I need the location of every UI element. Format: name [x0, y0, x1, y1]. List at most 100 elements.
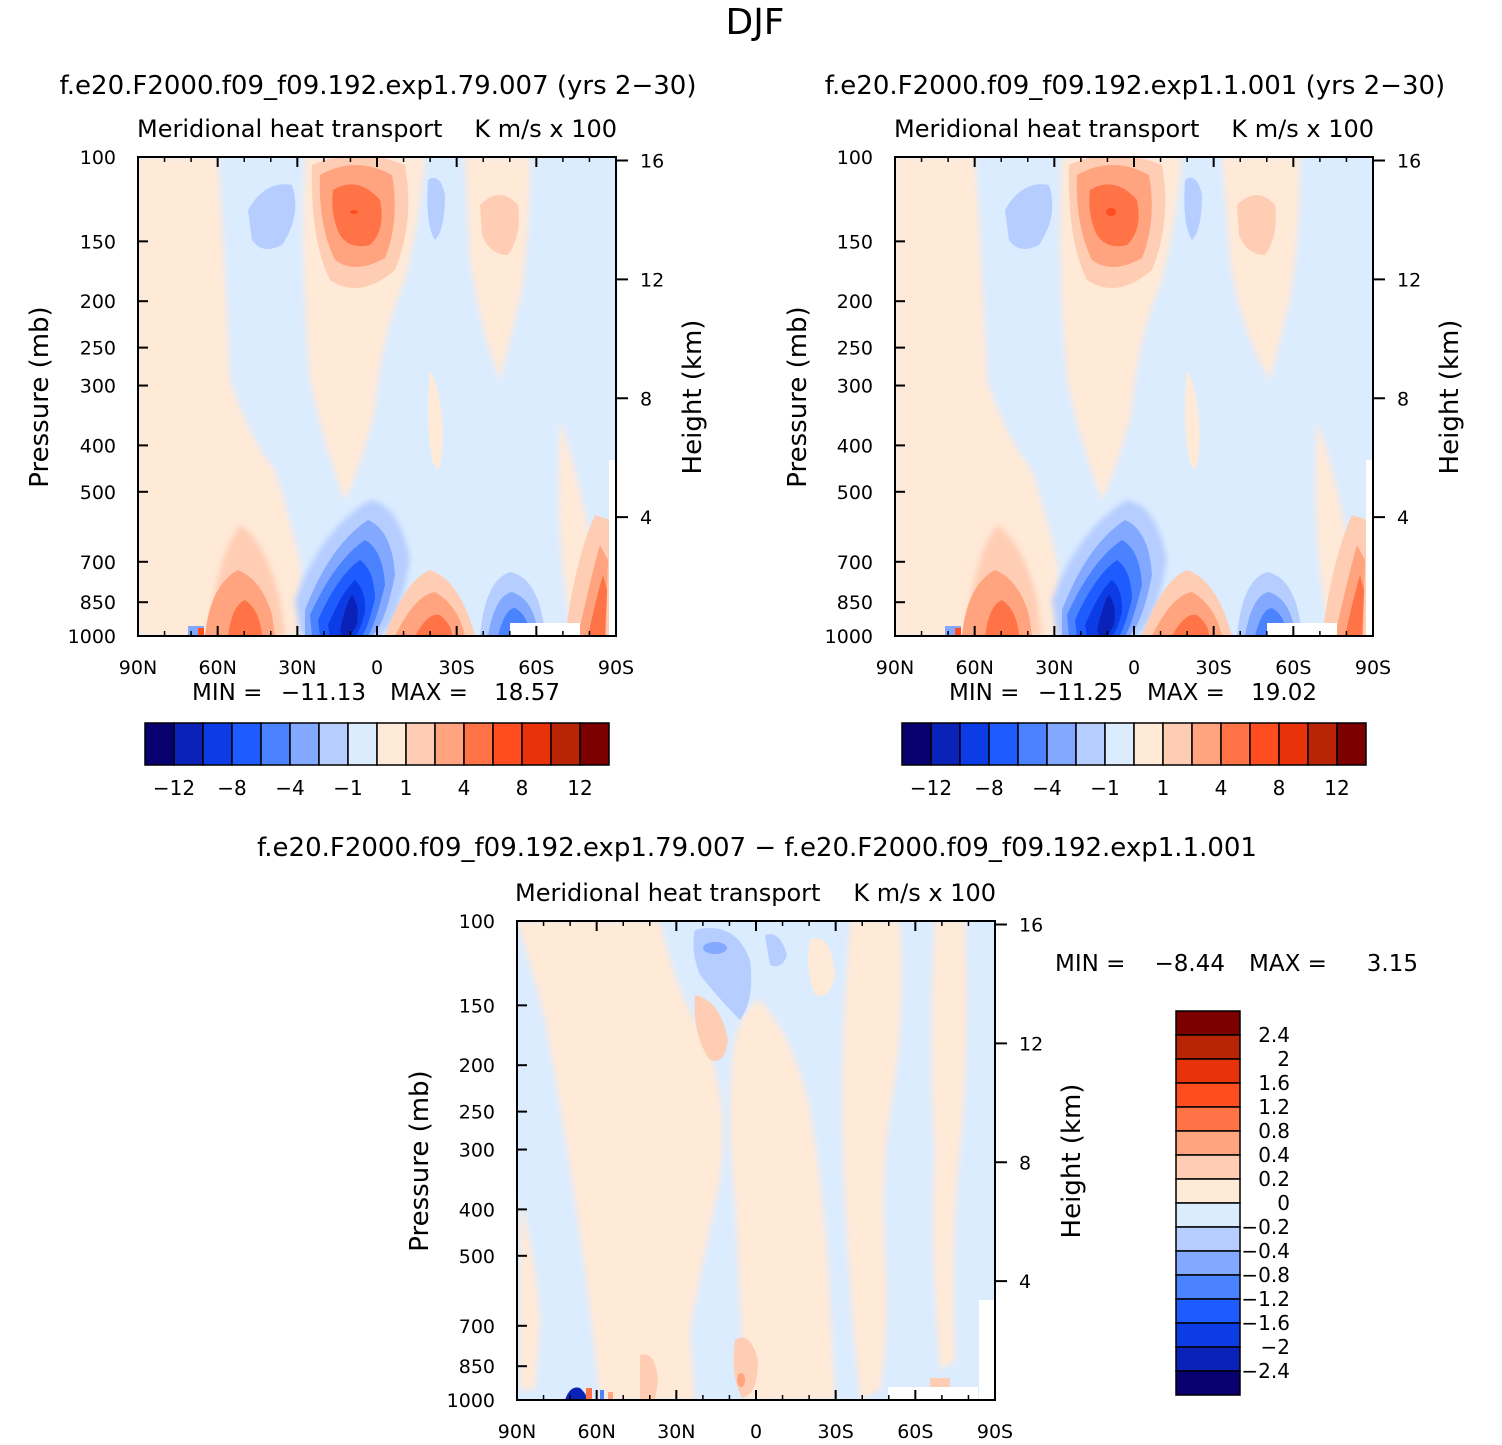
panel-a-x-tick-label: 60S — [518, 657, 554, 679]
panel-c-colorbar: 2.421.61.20.80.40.20−0.2−0.4−0.8−1.2−1.6… — [1175, 1010, 1290, 1396]
panel-a-colorbar-label: 8 — [516, 776, 529, 800]
panel-a-colorbar-label: −4 — [275, 776, 304, 800]
panel-b-right-title: K m/s x 100 — [1231, 115, 1374, 143]
panel-a-x-tick-label: 60N — [198, 657, 236, 679]
panel-a-p-tick-label: 100 — [80, 147, 116, 169]
panel-c-min-value: −8.44 — [1155, 951, 1225, 977]
panel-a-axes: 90N 60N 30N 0 30S 60S 90S 100 150 200 250 300 400 500… — [68, 147, 665, 679]
panel-b-max-label: MAX = — [1147, 680, 1225, 706]
panel-a-colorbar-label: −8 — [217, 776, 246, 800]
panel-b-left-title: Meridional heat transport — [894, 115, 1199, 143]
panel-b-colorbar-label: −12 — [910, 776, 952, 800]
panel-c-p-tick-label: 500 — [459, 1246, 495, 1268]
panel-c-p-tick-label: 150 — [459, 995, 495, 1017]
panel-b-colorbar-swatch — [988, 722, 1019, 766]
panel-c-x-tick-label: 60S — [897, 1421, 933, 1443]
panel-a-colorbar-swatch — [231, 722, 262, 766]
panel-b-x-tick-label: 90S — [1355, 657, 1391, 679]
panel-c-left-title: Meridional heat transport — [515, 879, 820, 907]
panel-c-colorbar-label: −0.2 — [1241, 1215, 1290, 1239]
panel-a-colorbar-label: 1 — [400, 776, 413, 800]
panel-a-colorbar-swatch — [202, 722, 233, 766]
panel-c-p-tick-label: 700 — [459, 1316, 495, 1338]
panel-c-z-tick-label: 8 — [1019, 1152, 1031, 1174]
panel-c-colorbar-swatch — [1175, 1178, 1241, 1204]
panel-a-z-tick-label: 16 — [640, 151, 664, 173]
panel-a-colorbar-label: 4 — [458, 776, 471, 800]
panel-b-colorbar-swatch — [1307, 722, 1338, 766]
panel-b-z-tick-label: 16 — [1397, 151, 1421, 173]
panel-b-p-tick-label: 500 — [837, 482, 873, 504]
panel-c-x-tick-label: 90N — [498, 1421, 536, 1443]
panel-a-colorbar-swatch — [492, 722, 523, 766]
panel-c-y-label: Pressure (mb) — [405, 1070, 435, 1251]
panel-a: f.e20.F2000.f09_f09.192.exp1.79.007 (yrs… — [25, 71, 708, 800]
panel-b-colorbar-label: −8 — [974, 776, 1003, 800]
panel-b-p-tick-label: 250 — [837, 338, 873, 360]
panel-b-min-label: MIN = — [949, 680, 1019, 706]
panel-c-colorbar-swatch — [1175, 1322, 1241, 1348]
panel-a-p-tick-label: 1000 — [68, 626, 116, 648]
panel-c-z-tick-label: 12 — [1019, 1033, 1043, 1055]
panel-b-colorbar-swatch — [1046, 722, 1077, 766]
panel-a-x-tick-label: 0 — [371, 657, 383, 679]
panel-a-colorbar-swatch — [347, 722, 378, 766]
panel-b-p-tick-label: 400 — [837, 435, 873, 457]
panel-b-colorbar-swatch — [1220, 722, 1251, 766]
panel-b-colorbar-label: 1 — [1157, 776, 1170, 800]
panel-b-colorbar: −12 −8 −4 −1 1 4 8 12 — [901, 722, 1367, 800]
panel-a-colorbar-swatch — [579, 722, 610, 766]
panel-b-z-tick-label: 12 — [1397, 269, 1421, 291]
panel-a-z-tick-label: 8 — [640, 388, 652, 410]
panel-a-colorbar-swatch — [550, 722, 581, 766]
panel-c-p-tick-label: 850 — [459, 1356, 495, 1378]
panel-c-x-tick-label: 60N — [577, 1421, 615, 1443]
panel-b-x-tick-label: 90N — [876, 657, 914, 679]
panel-a-colorbar-label: 12 — [567, 776, 592, 800]
panel-a-colorbar: −12 −8 −4 −1 1 4 8 12 — [144, 722, 610, 800]
panel-b-z-tick-label: 4 — [1397, 507, 1409, 529]
panel-a-max-label: MAX = — [390, 680, 468, 706]
panel-a-p-tick-label: 150 — [80, 231, 116, 253]
panel-a-colorbar-swatch — [260, 722, 291, 766]
panel-c-p-tick-label: 300 — [459, 1140, 495, 1162]
panel-c-x-tick-label: 30N — [657, 1421, 695, 1443]
panel-b-p-tick-label: 150 — [837, 231, 873, 253]
panel-c-colorbar-swatch — [1175, 1010, 1241, 1036]
panel-b-x-tick-label: 60N — [955, 657, 993, 679]
panel-c-colorbar-swatch — [1175, 1250, 1241, 1276]
panel-a-p-tick-label: 700 — [80, 552, 116, 574]
panel-c-p-tick-label: 400 — [459, 1199, 495, 1221]
panel-c-contour-field — [517, 921, 995, 1400]
panel-b-y-label: Pressure (mb) — [783, 306, 813, 487]
panel-c-colorbar-swatch — [1175, 1082, 1241, 1108]
panel-b-p-tick-label: 300 — [837, 376, 873, 398]
panel-a-left-title: Meridional heat transport — [137, 115, 442, 143]
panel-b-colorbar-label: 4 — [1215, 776, 1228, 800]
panel-a-x-tick-label: 30S — [439, 657, 475, 679]
panel-c-axes: 90N 60N 30N 0 30S 60S 90S 100 150 200 250 300 400 500… — [447, 911, 1044, 1443]
panel-b-x-tick-label: 60S — [1275, 657, 1311, 679]
panel-c-colorbar-label: −1.2 — [1241, 1287, 1290, 1311]
panel-c-colorbar-label: 2.4 — [1258, 1023, 1290, 1047]
panel-c-p-tick-label: 200 — [459, 1055, 495, 1077]
panel-a-colorbar-swatch — [144, 722, 175, 766]
panel-c-colorbar-swatch — [1175, 1346, 1241, 1372]
panel-c-colorbar-label: −1.6 — [1241, 1311, 1290, 1335]
panel-b-case-title: f.e20.F2000.f09_f09.192.exp1.1.001 (yrs … — [825, 71, 1445, 101]
panel-b-colorbar-swatch — [1162, 722, 1193, 766]
panel-b-colorbar-swatch — [1191, 722, 1222, 766]
panel-c-colorbar-swatch — [1175, 1106, 1241, 1132]
panel-a-x-tick-label: 90S — [598, 657, 634, 679]
panel-b-colorbar-swatch — [930, 722, 961, 766]
panel-b-colorbar-swatch — [959, 722, 990, 766]
panel-a-colorbar-swatch — [173, 722, 204, 766]
panel-b-contour-field — [895, 157, 1373, 636]
panel-a-y-label: Pressure (mb) — [25, 306, 55, 487]
panel-a-p-tick-label: 500 — [80, 482, 116, 504]
panel-b-axes: 90N 60N 30N 0 30S 60S 90S 100 150 200 250 300 400 500… — [825, 147, 1422, 679]
panel-c-max-value: 3.15 — [1367, 951, 1418, 977]
panel-b-z-tick-label: 8 — [1397, 388, 1409, 410]
panel-b-y-right-label: Height (km) — [1435, 320, 1465, 475]
